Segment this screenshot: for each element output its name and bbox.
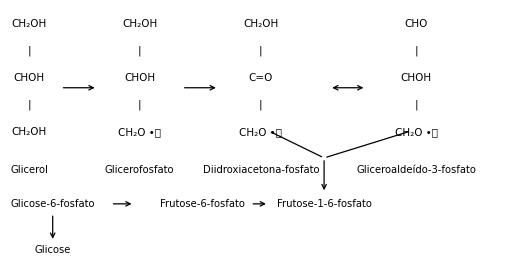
Text: Glicose: Glicose	[34, 245, 71, 255]
Text: CHOH: CHOH	[401, 73, 432, 83]
Text: Frutose-1-6-fosfato: Frutose-1-6-fosfato	[277, 199, 372, 209]
Text: CH₂O •Ⓟ: CH₂O •Ⓟ	[395, 127, 438, 137]
Text: Glicerol: Glicerol	[10, 165, 48, 175]
Text: |: |	[138, 100, 141, 110]
Text: |: |	[259, 100, 262, 110]
Text: Glicose-6-fosfato: Glicose-6-fosfato	[11, 199, 95, 209]
Text: CH₂O •Ⓟ: CH₂O •Ⓟ	[118, 127, 161, 137]
Text: |: |	[27, 46, 31, 56]
Text: CH₂OH: CH₂OH	[243, 19, 278, 29]
Text: CHOH: CHOH	[13, 73, 45, 83]
Text: |: |	[415, 46, 418, 56]
Text: CH₂OH: CH₂OH	[122, 19, 157, 29]
Text: CH₂OH: CH₂OH	[12, 19, 46, 29]
Text: CH₂OH: CH₂OH	[12, 127, 46, 137]
Text: CHOH: CHOH	[124, 73, 155, 83]
Text: C=O: C=O	[249, 73, 273, 83]
Text: Gliceroaldeído-3-fosfato: Gliceroaldeído-3-fosfato	[356, 165, 476, 175]
Text: CHO: CHO	[405, 19, 428, 29]
Text: |: |	[138, 46, 141, 56]
Text: Frutose-6-fosfato: Frutose-6-fosfato	[160, 199, 246, 209]
Text: CH₂O •Ⓟ: CH₂O •Ⓟ	[239, 127, 282, 137]
Text: |: |	[415, 100, 418, 110]
Text: Glicerofosfato: Glicerofosfato	[105, 165, 174, 175]
Text: Diidroxiacetona-fosfato: Diidroxiacetona-fosfato	[202, 165, 319, 175]
Text: |: |	[27, 100, 31, 110]
Text: |: |	[259, 46, 262, 56]
